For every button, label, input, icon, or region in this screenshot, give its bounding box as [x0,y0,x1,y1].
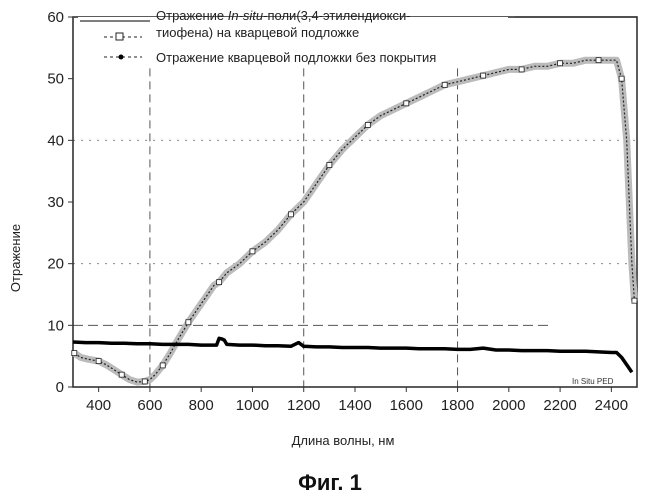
y-tick-label-60: 60 [47,9,64,26]
series-1-point [186,320,191,325]
series-1-point [632,298,637,303]
y-tick-label-20: 20 [47,256,64,273]
x-tick-label-1600: 1600 [390,397,423,414]
x-tick-label-600: 600 [137,397,162,414]
series-1-point [288,212,293,217]
legend-label-series-1-line1: Отражение In-situ-поли(3,4-этилендиокси- [156,8,411,23]
x-tick-label-1400: 1400 [338,397,371,414]
x-tick-label-1800: 1800 [441,397,474,414]
series-1-point [404,101,409,106]
series-1-point [250,249,255,254]
series-1-point [619,76,624,81]
y-tick-label-10: 10 [47,317,64,334]
series-1-point [596,58,601,63]
legend-label-series-2: Отражение кварцевой подложки без покрыти… [156,50,436,65]
series-1-point [142,379,147,384]
series-1-point [217,280,222,285]
series-1-point [519,67,524,72]
series-1-point [481,73,486,78]
x-tick-label-2000: 2000 [492,397,525,414]
legend-label-series-1-part-c: -поли(3,4-этилендиокси- [263,8,410,23]
x-tick-label-1200: 1200 [287,397,320,414]
x-axis-label: Длина волны, нм [292,433,395,448]
series-1-point [558,61,563,66]
legend-label-series-1-line2: тиофена) на кварцевой подложке [156,25,359,40]
x-tick-label-2200: 2200 [543,397,576,414]
series-1-point [327,163,332,168]
series-1-point [96,359,101,364]
legend-label-series-1-part-b: In-situ [228,8,263,23]
series-1-point [72,351,77,356]
plot-annotation: In Situ PED [572,377,614,386]
x-tick-label-2400: 2400 [595,397,628,414]
y-tick-label-0: 0 [56,379,64,396]
x-tick-label-1000: 1000 [236,397,269,414]
series-1-point [365,122,370,127]
series-1-point [442,82,447,87]
y-axis-label: Отражение [8,224,23,292]
legend-label-series-1-part-a: Отражение [156,8,228,23]
series-1-point [119,372,124,377]
y-tick-label-30: 30 [47,194,64,211]
x-tick-label-400: 400 [86,397,111,414]
y-tick-label-40: 40 [47,132,64,149]
series-1-point [160,363,165,368]
figure-caption: Фиг. 1 [298,470,362,495]
x-tick-label-800: 800 [189,397,214,414]
y-tick-label-50: 50 [47,71,64,88]
